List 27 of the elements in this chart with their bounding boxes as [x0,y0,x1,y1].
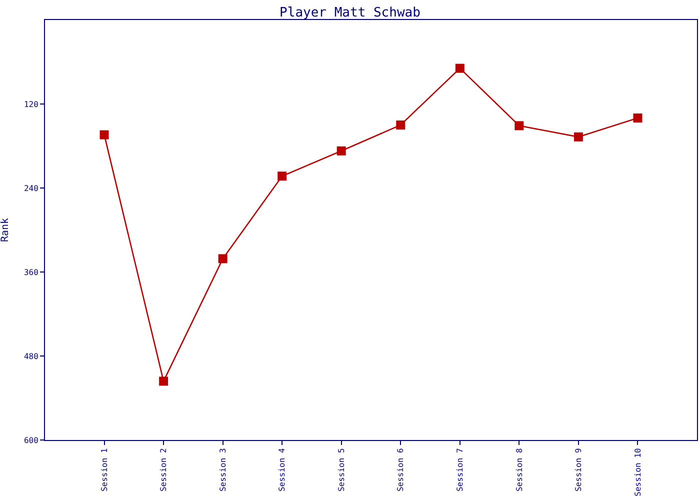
point [574,132,583,142]
y-tick-label: 600 [24,436,39,445]
x-tick-label: Session 4 [278,448,287,492]
point [100,130,109,140]
y-axis-title: Rank [0,218,11,242]
x-tick-label: Session 5 [336,448,346,492]
point [336,146,346,156]
x-tick-label: Session 2 [159,448,168,492]
chart-title: Player Matt Schwab [280,6,421,21]
point [633,114,642,122]
point [396,120,406,130]
point [455,64,464,73]
x-tick-label: Session 9 [574,448,584,492]
point [218,254,228,264]
point [278,172,287,181]
y-tick-label: 360 [24,268,39,277]
x-tick-label: Session 1 [100,448,109,492]
point [514,121,524,130]
x-tick-label: Session 6 [396,448,406,492]
x-tick-label: Session 3 [218,448,228,492]
y-tick-label: 240 [24,184,39,193]
x-tick-label: Session 8 [514,448,524,492]
y-tick-label: 480 [24,352,39,361]
point [159,376,168,386]
y-tick-label: 120 [24,100,39,109]
x-tick-label: Session 10 [633,448,642,496]
x-tick-label: Session 7 [456,448,465,492]
